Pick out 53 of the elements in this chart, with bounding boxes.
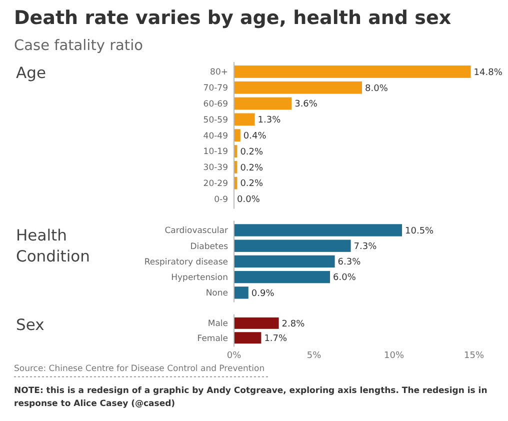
y-axis-title: Age (16, 64, 46, 82)
y-tick-label: 60-69 (203, 100, 228, 110)
bar (234, 97, 292, 110)
data-label: 2.8% (282, 319, 306, 330)
y-axis-title: Sex (16, 316, 44, 334)
y-tick-label: 30-39 (203, 163, 228, 174)
y-tick-label: Diabetes (190, 242, 229, 252)
chart-title: Death rate varies by age, health and sex (14, 7, 452, 29)
data-label: 1.3% (258, 116, 282, 126)
y-tick-label: 0-9 (214, 194, 228, 205)
data-label: 0.2% (240, 163, 264, 174)
x-tick-label: 5% (306, 351, 322, 362)
text: NOTE: this is a redesign of a graphic by Andy Cotgreave, exploring axis lengths. The redesign is in response to Alice Casey (@cased) (14, 386, 488, 409)
bar (234, 286, 248, 299)
bar (234, 66, 471, 78)
bar (234, 224, 402, 236)
data-label: 7.3% (354, 242, 378, 252)
data-label: 6.0% (333, 273, 356, 284)
data-label: 14.8% (474, 68, 503, 78)
y-tick-label: None (206, 288, 228, 299)
y-tick-label: Hypertension (171, 273, 228, 284)
y-tick-label: Male (208, 319, 228, 330)
y-tick-label: Cardiovascular (164, 226, 228, 236)
data-label: 6.3% (338, 258, 362, 268)
data-label: 1.7% (264, 334, 288, 344)
data-label: 8.0% (365, 84, 388, 94)
data-label: 0.0% (237, 195, 260, 206)
data-label: 0.4% (243, 132, 267, 142)
y-tick-label: Respiratory disease (144, 257, 228, 268)
bar (234, 129, 240, 142)
bar (234, 270, 330, 284)
x-tick-label: 15% (464, 351, 484, 362)
y-tick-label: Female (197, 334, 228, 344)
y-tick-label: 80+ (210, 68, 228, 78)
y-tick-label: 40-49 (203, 131, 228, 142)
text: Case fatality ratio (14, 38, 144, 54)
bar (234, 81, 362, 94)
data-label: 0.2% (240, 147, 264, 158)
data-label: 0.2% (240, 179, 264, 190)
x-tick-label: 0% (226, 351, 242, 362)
data-label: 10.5% (405, 226, 434, 236)
y-axis-title: Health Condition (16, 226, 90, 266)
bar (234, 240, 351, 252)
data-label: 3.6% (294, 100, 318, 110)
bar (234, 255, 335, 268)
bar (234, 113, 255, 126)
y-tick-label: 10-19 (203, 147, 228, 158)
x-tick-label: 10% (384, 351, 404, 362)
source-note: Source: Chinese Centre for Disease Control and Prevention (14, 364, 265, 374)
y-tick-label: 20-29 (203, 179, 228, 190)
data-label: 0.9% (251, 288, 275, 299)
y-tick-label: 70-79 (203, 84, 228, 94)
y-tick-label: 50-59 (203, 115, 228, 126)
